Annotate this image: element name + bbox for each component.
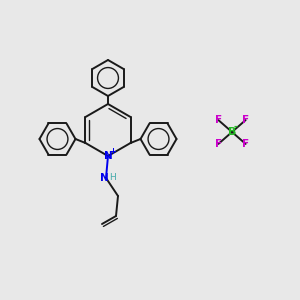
Text: N: N (103, 151, 112, 161)
Text: F: F (215, 115, 222, 125)
Text: H: H (109, 173, 116, 182)
Text: B: B (228, 127, 236, 137)
Text: F: F (215, 139, 222, 149)
Text: -: - (234, 122, 238, 132)
Text: +: + (110, 146, 116, 155)
Text: N: N (100, 173, 108, 183)
Text: F: F (242, 115, 249, 125)
Text: F: F (242, 139, 249, 149)
